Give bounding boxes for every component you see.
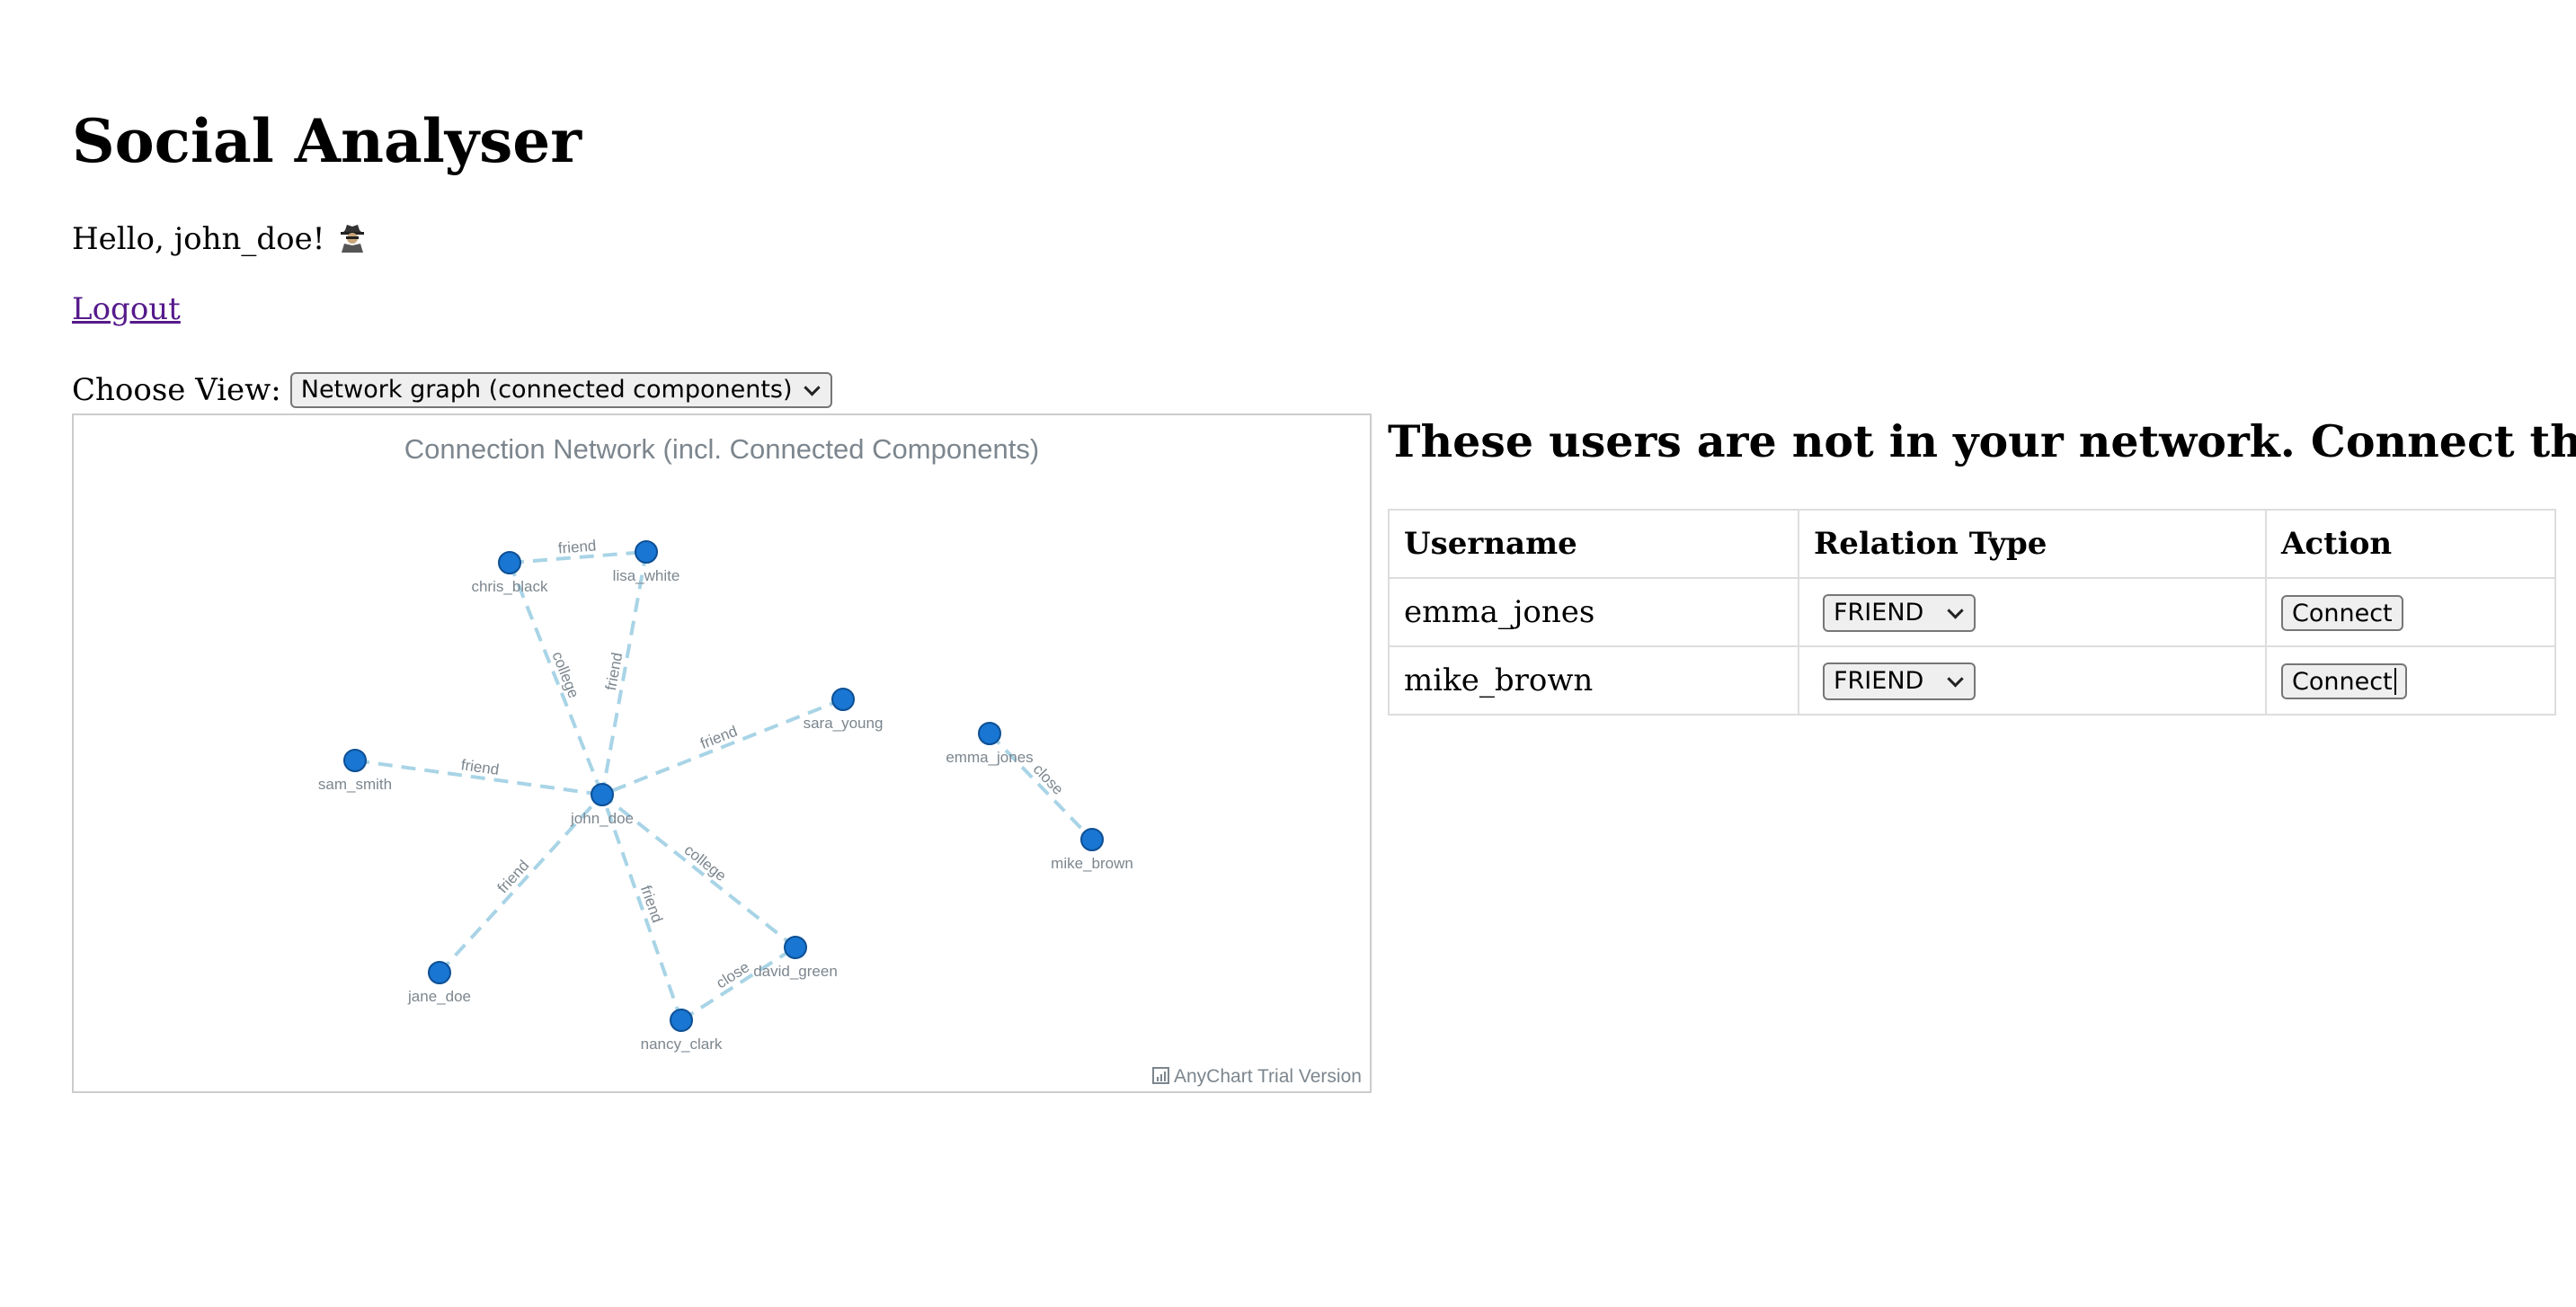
edge-lisa_white-john_doe — [600, 551, 648, 796]
column-header-relation-type: Relation Type — [1798, 509, 2267, 579]
node-sara_young[interactable]: sara_young — [804, 688, 884, 732]
edge-label: friend — [697, 723, 740, 752]
node-mike_brown[interactable]: mike_brown — [1051, 828, 1133, 872]
edge-nancy_clark-john_doe — [600, 794, 683, 1021]
node-nancy_clark[interactable]: nancy_clark — [641, 1009, 723, 1053]
edge-nancy_clark-david_green — [680, 946, 797, 1022]
column-header-username: Username — [1388, 509, 1799, 579]
node-chris_black[interactable]: chris_black — [471, 551, 548, 595]
edge-label: friend — [602, 651, 626, 691]
chevron-down-icon — [1947, 670, 1964, 688]
node-david_green[interactable]: david_green — [753, 936, 838, 980]
edge-label: friend — [460, 756, 501, 778]
node-jane_doe[interactable]: jane_doe — [407, 961, 471, 1005]
relation-type-select[interactable]: FRIEND — [1823, 593, 1976, 632]
view-chooser: Choose View: Network graph (connected co… — [72, 372, 832, 409]
node-circle[interactable] — [498, 551, 521, 574]
logout-link[interactable]: Logout — [72, 291, 181, 327]
node-circle[interactable] — [343, 749, 367, 772]
node-label: david_green — [753, 963, 838, 980]
relation-type-value: FRIEND — [1834, 599, 1924, 627]
edge-sam_smith-john_doe — [354, 759, 603, 796]
node-label: jane_doe — [407, 988, 471, 1005]
edge-chris_black-john_doe — [508, 562, 604, 796]
connect-button[interactable]: Connect — [2281, 663, 2407, 700]
node-circle[interactable] — [784, 936, 807, 959]
edge-label: college — [681, 841, 730, 885]
table-row: mike_brown FRIEND Connect — [1388, 645, 2556, 716]
relation-cell: FRIEND — [1798, 645, 2267, 716]
edge-emma_jones-mike_brown — [988, 732, 1094, 841]
node-lisa_white[interactable]: lisa_white — [613, 540, 680, 584]
edge-david_green-john_doe — [600, 793, 797, 949]
node-sam_smith[interactable]: sam_smith — [318, 749, 392, 793]
username-cell: mike_brown — [1388, 645, 1799, 716]
chart-icon — [1152, 1067, 1169, 1084]
node-label: sara_young — [804, 715, 884, 732]
node-circle[interactable] — [428, 961, 451, 984]
edge-label: friend — [557, 537, 597, 556]
node-circle[interactable] — [978, 722, 1001, 745]
view-select[interactable]: Network graph (connected components) — [289, 372, 832, 409]
page-title: Social Analyser — [72, 106, 582, 176]
username-cell: emma_jones — [1388, 577, 1799, 647]
column-header-action: Action — [2265, 509, 2556, 579]
watermark-text: AnyChart Trial Version — [1174, 1066, 1362, 1087]
chevron-down-icon — [1947, 601, 1964, 619]
node-label: mike_brown — [1051, 855, 1133, 872]
edge-label: close — [713, 958, 752, 991]
relation-type-value: FRIEND — [1834, 667, 1924, 696]
network-graph-svg: Connection Network (incl. Connected Comp… — [318, 433, 1362, 1087]
node-label: lisa_white — [613, 567, 680, 584]
edge-sara_young-john_doe — [601, 698, 844, 796]
view-label: Choose View: — [72, 372, 281, 408]
action-cell: Connect — [2265, 645, 2556, 716]
table-row: emma_jones FRIEND Connect — [1388, 577, 2556, 647]
table-header-row: Username Relation Type Action — [1388, 509, 2556, 579]
node-circle[interactable] — [831, 688, 855, 711]
connect-button-label: Connect — [2292, 599, 2393, 627]
text-cursor — [2394, 668, 2396, 696]
node-circle[interactable] — [635, 540, 658, 564]
greeting: Hello, john_doe! — [72, 221, 365, 258]
node-emma_jones[interactable]: emma_jones — [946, 722, 1034, 766]
detective-icon — [341, 225, 365, 253]
chevron-down-icon — [803, 379, 821, 396]
node-label: emma_jones — [946, 749, 1033, 766]
connect-button-label: Connect — [2292, 667, 2393, 696]
node-label: chris_black — [471, 578, 548, 595]
suggestions-table: Username Relation Type Action emma_jones… — [1388, 509, 2556, 716]
action-cell: Connect — [2265, 577, 2556, 647]
relation-cell: FRIEND — [1798, 577, 2267, 647]
connect-button[interactable]: Connect — [2281, 595, 2403, 632]
node-label: sam_smith — [318, 776, 392, 793]
node-label: john_doe — [570, 810, 634, 827]
suggestions-heading: These users are not in your network. Con… — [1388, 415, 2576, 467]
watermark: AnyChart Trial Version — [1152, 1066, 1362, 1087]
edge-jane_doe-john_doe — [438, 793, 604, 974]
node-circle[interactable] — [591, 783, 614, 806]
view-select-value: Network graph (connected components) — [300, 376, 793, 405]
relation-type-select[interactable]: FRIEND — [1823, 662, 1976, 700]
node-label: nancy_clark — [641, 1036, 723, 1053]
greeting-text: Hello, john_doe! — [72, 221, 325, 257]
network-chart: Connection Network (incl. Connected Comp… — [72, 413, 1372, 1093]
node-circle[interactable] — [1080, 828, 1104, 851]
node-john_doe[interactable]: john_doe — [570, 783, 634, 827]
chart-title: Connection Network (incl. Connected Comp… — [404, 433, 1039, 465]
node-circle[interactable] — [670, 1009, 693, 1032]
